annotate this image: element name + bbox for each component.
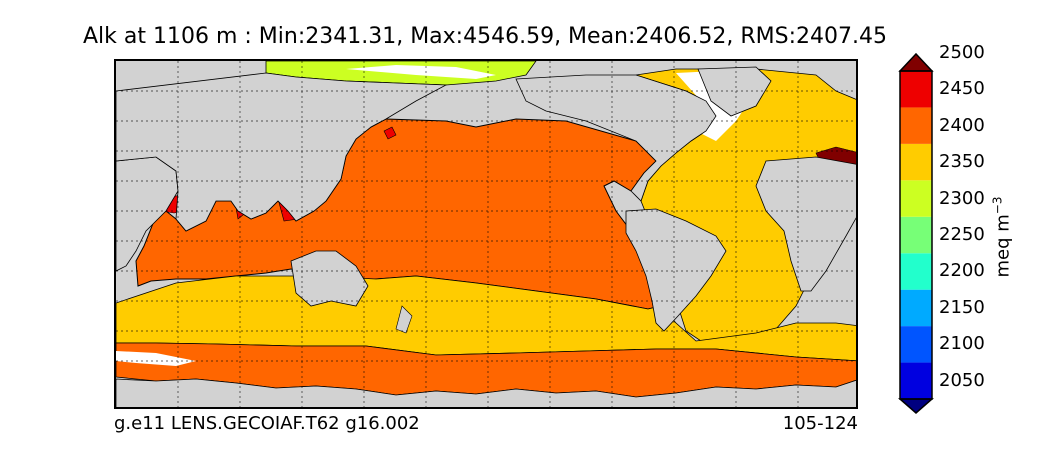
colorbar-bin bbox=[900, 71, 932, 108]
colorbar-outline bbox=[899, 70, 933, 400]
ocean-alkalinity-map bbox=[116, 61, 856, 407]
colorbar bbox=[898, 52, 934, 414]
colorbar-bin bbox=[900, 289, 932, 327]
colorbar-bin bbox=[900, 253, 932, 290]
colorbar-extend-min-arrow bbox=[898, 398, 934, 414]
colorbar-tick-label: 2250 bbox=[939, 224, 985, 245]
colorbar-tick-label: 2500 bbox=[939, 41, 985, 63]
greenland-land bbox=[697, 66, 772, 117]
eurasia-land bbox=[116, 72, 448, 232]
south-america-land bbox=[625, 208, 727, 332]
units-base: meq m bbox=[992, 214, 1014, 278]
colorbar-tick-label: 2350 bbox=[939, 151, 985, 173]
australia-land bbox=[290, 250, 369, 307]
colorbar-tick-label: 2450 bbox=[939, 78, 985, 100]
colorbar-bin bbox=[900, 180, 932, 217]
colorbar-tick-label: 2100 bbox=[939, 333, 985, 355]
graticule bbox=[116, 61, 856, 407]
new-zealand-land bbox=[395, 305, 413, 334]
map-panel bbox=[114, 59, 858, 409]
sea-ice-mask bbox=[346, 65, 496, 79]
colorbar-extend-max-arrow bbox=[898, 52, 934, 72]
okhotsk-region bbox=[383, 126, 397, 140]
colorbar-units-label: meq m−3 bbox=[991, 197, 1014, 278]
years-label: 105-124 bbox=[782, 413, 858, 434]
colorbar-tick-label: 2200 bbox=[939, 260, 985, 282]
colorbar-bin bbox=[900, 362, 932, 399]
colorbar-tick-label: 2400 bbox=[939, 114, 985, 136]
north-america-land bbox=[515, 74, 717, 202]
antarctica-land bbox=[116, 378, 856, 407]
colorbar-bin bbox=[900, 107, 932, 144]
sea-ice-mask bbox=[116, 351, 196, 366]
colorbar-tick-label: 2300 bbox=[939, 187, 985, 209]
colorbar-tick-label: 2150 bbox=[939, 296, 985, 318]
case-name-label: g.e11 LENS.GECOIAF.T62 g16.002 bbox=[114, 413, 420, 434]
colorbar-segments bbox=[900, 71, 932, 399]
colorbar-tick-label: 2050 bbox=[939, 369, 985, 391]
colorbar-bin bbox=[900, 216, 932, 254]
plot-title: Alk at 1106 m : Min:2341.31, Max:4546.59… bbox=[82, 24, 887, 49]
units-exponent: −3 bbox=[990, 196, 1005, 215]
colorbar-bin bbox=[900, 326, 932, 363]
colorbar-bin bbox=[900, 143, 932, 181]
